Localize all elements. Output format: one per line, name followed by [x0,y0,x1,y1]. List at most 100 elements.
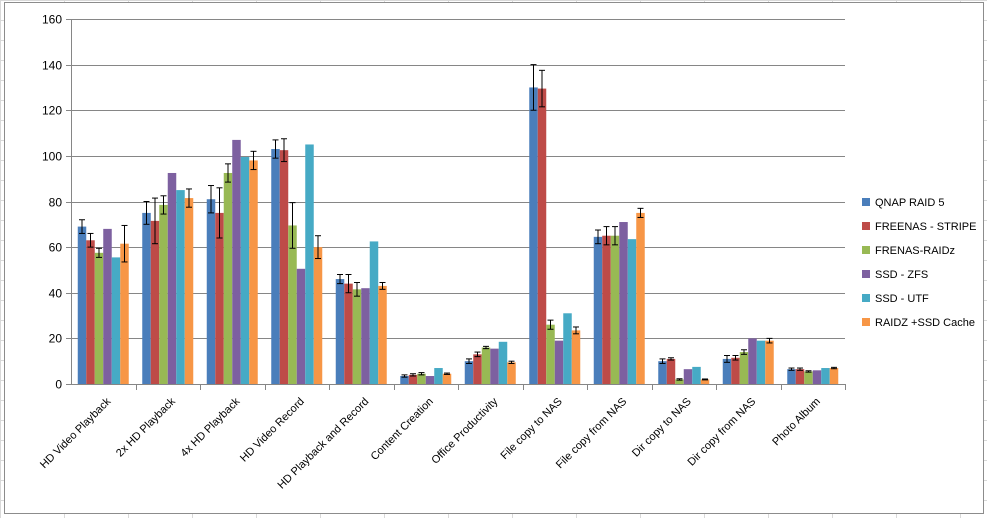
bar [481,347,491,384]
bar [288,225,297,384]
y-tick-label: 80 [49,196,63,210]
error-bar [418,372,425,376]
bar [537,88,547,384]
error-bar [466,358,472,364]
bar [77,226,87,384]
bar [344,283,353,385]
error-bar [483,345,489,350]
bar [795,369,805,384]
bar [400,376,409,384]
bar [812,370,822,384]
bar [223,172,233,384]
x-category-labels: HD Video Playback 2x HD Playback 4x HD Pla… [38,395,823,491]
bar [94,252,104,384]
bar [529,87,538,384]
bar [417,373,426,384]
error-bar [547,319,554,330]
bar [610,235,620,384]
error-bar [603,226,610,246]
x-category-label: 4x HD Playback [179,395,243,459]
legend-label: SSD - ZFS [875,269,928,281]
bar-chart: 0 20 40 60 80 100 120 140 160 HD Video Playback 2… [38,13,976,492]
bar [176,190,185,384]
legend-swatch [862,294,870,302]
legend-item: QNAP RAID 5 [862,197,945,209]
bar [111,257,121,384]
bar [184,198,194,384]
bar [159,204,168,384]
bar [442,373,452,384]
bar [571,330,581,384]
error-bar [208,185,214,214]
error-bar [805,370,812,373]
error-bar [272,139,279,159]
bar [658,361,667,384]
y-tick-label: 60 [49,241,63,255]
error-bar [444,372,450,375]
y-tick-label: 140 [42,59,62,73]
error-bar [160,195,167,215]
x-category-label: HD Video Playback [38,395,114,471]
bar [731,357,740,384]
error-bar [539,69,545,108]
y-tick-label: 160 [42,13,62,27]
bar [425,376,435,384]
bar [765,340,774,384]
error-bar [410,373,416,377]
bar [748,338,757,385]
bar [675,379,684,384]
bar [546,324,555,384]
legend-item: SSD - ZFS [862,269,928,281]
bar [464,361,474,384]
bar [215,212,224,384]
error-bar [530,64,537,111]
bar [507,362,516,384]
bar [335,279,345,384]
legend: QNAP RAID 5 FREENAS - STRIPE FRENAS-RAIDz S… [862,197,976,329]
error-bar [79,219,85,234]
error-bar [315,235,321,260]
bar [739,352,749,384]
bar [593,236,603,384]
error-bar [87,232,94,248]
x-category-label: Dir copy from NAS [685,396,758,469]
error-bar [508,360,515,364]
error-bar [595,229,601,245]
legend-label: RAIDZ +SSD Cache [875,317,975,329]
error-bar [788,367,795,371]
bar [378,285,387,384]
error-bar [766,337,773,344]
y-tick-label: 120 [42,104,62,118]
error-bar [186,188,192,208]
bar [692,366,701,384]
bar [150,220,160,384]
error-bar [659,358,666,364]
error-bar [281,138,287,163]
y-tick-label: 0 [55,378,62,392]
error-bar [573,326,579,335]
legend-label: FREENAS - STRIPE [875,221,976,233]
error-bar [724,354,730,363]
y-tick-labels: 0 20 40 60 80 100 120 140 160 [42,13,62,392]
legend-label: SSD - UTF [875,293,929,305]
legend-item: FRENAS-RAIDz [862,245,955,257]
error-bar [345,274,352,294]
x-category-label: Photo Album [770,396,823,449]
legend-swatch [862,270,870,278]
error-bar [797,367,803,371]
axes [66,19,846,390]
gridlines [71,19,845,385]
bar [142,212,151,384]
bar [554,340,564,384]
chart-area[interactable]: 0 20 40 60 80 100 120 140 160 HD Video Playback 2… [4,2,984,514]
error-bar [96,247,102,258]
error-bar [676,378,683,381]
bar [313,247,323,385]
bar [232,139,241,384]
x-category-label: Office Productivity [429,395,500,466]
bar [86,240,95,384]
bar [296,268,306,384]
bar [666,358,676,384]
error-bar [354,281,360,297]
y-tick-label: 40 [49,287,63,301]
